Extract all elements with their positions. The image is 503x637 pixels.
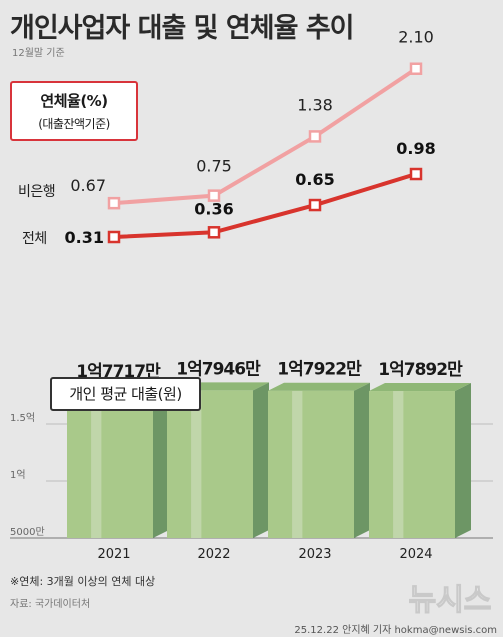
bar-side [455,383,471,538]
credit-line: 25.12.22 안지혜 기자 hokma@newsis.com [294,625,497,636]
bar-value-label: 1억7946만 [176,359,261,379]
bar-front [369,391,455,538]
data-point [207,189,221,202]
line-series-비은행 [107,62,423,210]
x-tick-label: 2022 [197,547,230,562]
x-tick-label: 2021 [97,547,130,562]
bar-front [167,390,253,538]
bar-2023 [268,382,370,538]
bar-band [191,390,202,538]
series-line [113,67,418,206]
bar-front [268,390,354,538]
y-tick-label: 1.5억 [10,412,35,424]
series-label-total: 전체 [22,231,47,247]
bar-side [354,382,370,538]
x-tick-label: 2024 [399,547,432,562]
bar-2022 [167,382,269,538]
bar-band [292,390,303,538]
bar-side [253,382,269,538]
point-value-label: 2.10 [398,28,434,47]
legend-subtitle: (대출잔액기준) [38,117,110,131]
series-label-non-bank: 비은행 [18,184,56,200]
chart-subtitle: 12월말 기준 [12,48,65,59]
point-value-label: 0.67 [70,176,106,195]
newsis-logo: 뉴시스 [408,582,492,618]
bar-legend: 개인 평균 대출(원) [50,377,201,411]
bar-side [153,385,169,538]
data-point [207,226,221,239]
data-point [409,62,423,75]
bar-value-label: 1억7922만 [277,360,362,380]
point-value-label: 0.31 [65,228,104,247]
footnote: ※연체: 3개월 이상의 연체 대상 [10,575,156,588]
point-value-label: 0.75 [196,157,232,176]
logo-text: 뉴시스 [409,583,492,618]
point-value-label: 0.65 [295,170,334,189]
bar-top [369,383,471,392]
bar-top [268,382,370,391]
point-value-label: 0.36 [194,199,233,218]
source-note: 자료: 국가데이터처 [10,599,91,610]
line-series [107,62,423,244]
data-point [107,196,121,210]
point-value-label: 0.98 [396,139,435,158]
series-line [113,172,417,239]
y-tick-label: 1억 [10,469,26,481]
data-point [409,167,423,181]
point-value-label: 1.38 [297,95,333,114]
bar-front [67,393,153,538]
data-point [308,130,322,143]
bar-value-label: 1억7892만 [378,360,463,380]
y-tick-label: 5000만 [10,526,45,538]
chart-title: 개인사업자 대출 및 연체율 추이 [10,13,355,44]
bar-band [393,391,404,538]
bar-2024 [369,383,471,538]
legend-box: 연체율(%) (대출잔액기준) [10,81,138,141]
data-point [308,198,322,212]
data-point [107,230,121,244]
legend-title: 연체율(%) [40,92,108,110]
bar-band [91,393,102,538]
x-tick-label: 2023 [298,547,331,562]
labels: 5000만1억1.5억1억7717만20211억7946만20221억7922만… [10,28,464,562]
line-series-전체 [107,167,423,244]
